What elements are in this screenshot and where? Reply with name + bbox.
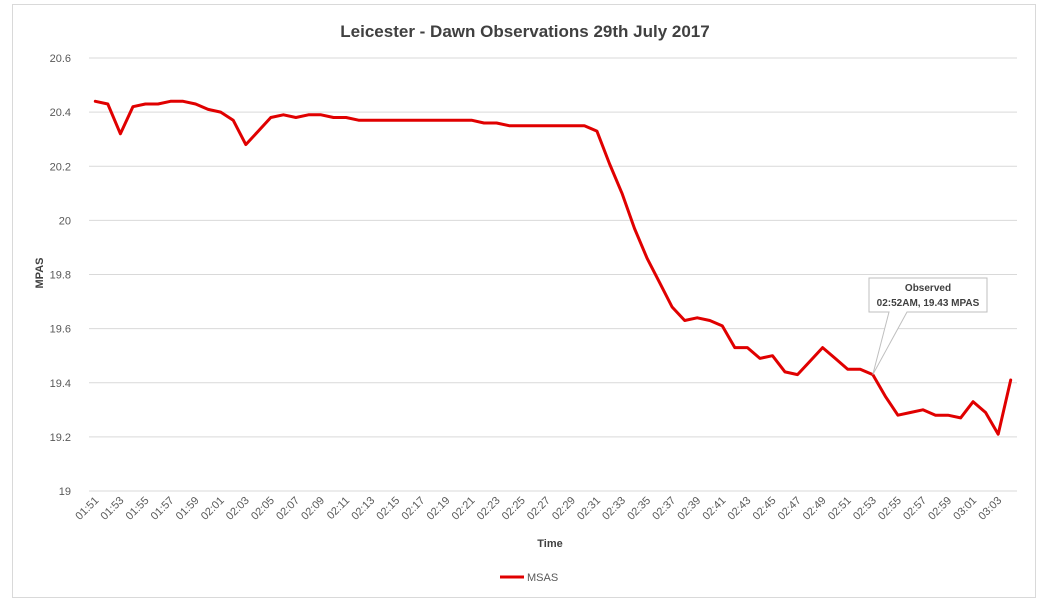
annotation-callout: Observed 02:52AM, 19.43 MPAS [868,277,988,375]
callout-box [868,277,988,375]
x-tick-label: 02:53 [851,495,879,523]
x-tick-label: 02:47 [776,495,804,523]
x-tick-label: 01:57 [149,495,177,523]
y-tick-label: 20.6 [50,53,71,65]
legend-label: MSAS [527,572,558,584]
x-tick-label: 02:31 [575,495,603,523]
x-tick-label: 02:03 [224,495,252,523]
x-tick-label: 02:23 [475,495,503,523]
x-tick-label: 02:17 [399,495,427,523]
x-tick-label: 01:51 [73,495,101,523]
x-tick-label: 02:45 [751,495,779,523]
series-layer [93,99,1013,436]
x-tick-label: 03:01 [951,495,979,523]
x-tick-label: 02:59 [926,495,954,523]
y-axis-title: MPAS [34,258,46,289]
chart-title: Leicester - Dawn Observations 29th July … [340,22,709,41]
y-tick-label: 19.8 [50,270,71,282]
legend: MSAS [500,572,558,584]
x-tick-label: 02:13 [349,495,377,523]
chart-area: Leicester - Dawn Observations 29th July … [12,4,1036,598]
x-tick-label: 02:49 [801,495,829,523]
x-tick-label: 02:19 [425,495,453,523]
series-line-msas [93,99,1013,436]
x-tick-label: 02:01 [199,495,227,523]
callout-title: Observed [905,283,951,294]
callout-value: 02:52AM, 19.43 MPAS [877,298,980,309]
y-tick-label: 20.2 [50,161,71,173]
line-chart: Leicester - Dawn Observations 29th July … [34,22,1017,584]
x-tick-label: 02:21 [450,495,478,523]
y-tick-label: 20 [59,215,71,227]
y-tick-label: 19 [59,486,71,498]
x-tick-label: 02:57 [901,495,929,523]
x-tick-label: 02:25 [500,495,528,523]
x-tick-label: 01:59 [174,495,202,523]
x-axis-ticks: 01:5101:5301:5501:5701:5902:0102:0302:05… [73,495,1004,523]
x-tick-label: 02:55 [876,495,904,523]
x-tick-label: 02:27 [525,495,553,523]
y-tick-label: 19.2 [50,432,71,444]
x-tick-label: 02:35 [625,495,653,523]
x-tick-label: 02:11 [325,495,352,522]
y-axis-ticks: 19 19.2 19.4 19.6 19.8 20 20.2 20.4 20.6 [50,53,71,498]
y-tick-label: 20.4 [50,107,71,119]
x-tick-label: 02:05 [249,495,277,523]
x-tick-label: 02:43 [726,495,754,523]
x-tick-label: 02:07 [274,495,302,523]
x-tick-label: 01:55 [124,495,152,523]
x-tick-label: 02:39 [675,495,703,523]
x-tick-label: 02:09 [299,495,327,523]
x-tick-label: 02:41 [700,495,728,523]
x-tick-label: 02:51 [826,495,854,523]
x-tick-label: 03:03 [976,495,1004,523]
x-tick-label: 02:37 [650,495,678,523]
x-tick-label: 01:53 [99,495,127,523]
y-tick-label: 19.4 [50,378,71,390]
x-axis-title: Time [537,538,562,550]
x-tick-label: 02:29 [550,495,578,523]
y-tick-label: 19.6 [50,324,71,336]
gridlines [89,57,1017,492]
x-tick-label: 02:33 [600,495,628,523]
x-tick-label: 02:15 [374,495,402,523]
